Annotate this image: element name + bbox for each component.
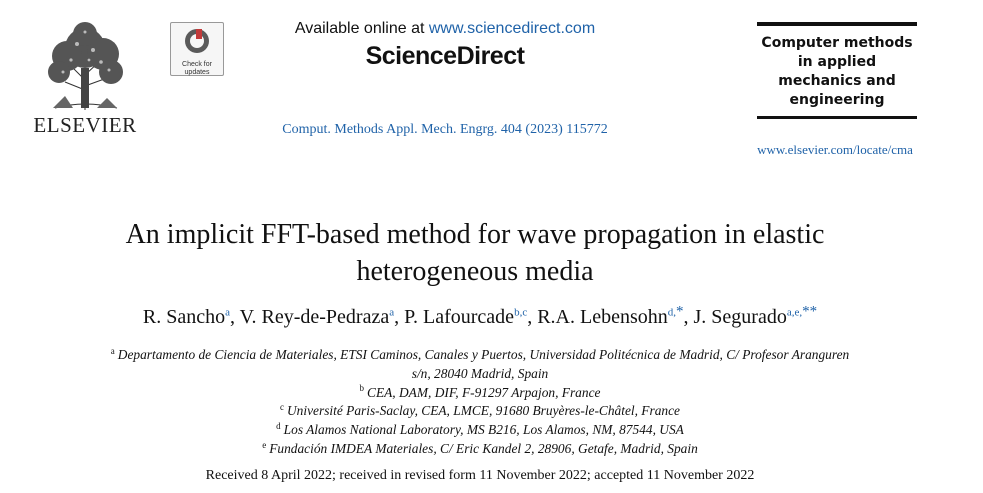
- affiliation-item: b CEA, DAM, DIF, F-91297 Arpajon, France: [40, 384, 920, 403]
- affiliation-marker[interactable]: a: [389, 306, 395, 319]
- sciencedirect-wordmark: ScienceDirect: [365, 42, 525, 70]
- publisher-name: ELSEVIER: [33, 113, 137, 137]
- affiliation-item: e Fundación IMDEA Materiales, C/ Eric Kan…: [40, 440, 920, 459]
- corresponding-author-marker[interactable]: **: [802, 303, 818, 320]
- journal-title-line: Computer methods: [761, 35, 913, 51]
- journal-title-line: mechanics and: [778, 73, 896, 89]
- author-separator: ,: [230, 306, 240, 328]
- article-title-line-2: heterogeneous media: [356, 256, 594, 287]
- affiliation-text: Los Alamos National Laboratory, MS B216,…: [283, 422, 684, 438]
- affiliation-label: e: [262, 439, 267, 450]
- check-for-updates-button[interactable]: Check for updates: [170, 22, 224, 76]
- affiliation-item: c Université Paris-Saclay, CEA, LMCE, 916…: [40, 402, 920, 421]
- journal-citation[interactable]: Comput. Methods Appl. Mech. Engrg. 404 (…: [282, 122, 608, 137]
- affiliation-text: Departamento de Ciencia de Materiales, E…: [117, 347, 850, 362]
- available-online: Available online at www.sciencedirect.co…: [250, 20, 640, 38]
- affiliation-item: d Los Alamos National Laboratory, MS B216…: [40, 421, 920, 440]
- affiliation-marker[interactable]: d,: [667, 306, 676, 319]
- affiliation-marker[interactable]: a: [225, 306, 230, 319]
- affiliation-item-continued: s/n, 28040 Madrid, Spain: [411, 365, 549, 381]
- author-name[interactable]: R. Sancho: [142, 306, 226, 328]
- affiliation-label: a: [110, 345, 115, 356]
- author-list: R. Sanchoa, V. Rey-de-Pedrazaa, P. Lafou…: [20, 303, 940, 329]
- affiliation-list: a Departamento de Ciencia de Materiales, …: [40, 346, 920, 459]
- author-separator: ,: [394, 306, 405, 328]
- affiliation-marker[interactable]: b,c: [514, 306, 528, 319]
- affiliation-label: d: [276, 420, 281, 431]
- journal-title-line: in applied: [797, 54, 877, 70]
- affiliation-marker[interactable]: a,e,: [786, 306, 803, 319]
- article-history: Received 8 April 2022; received in revis…: [205, 468, 755, 483]
- affiliation-item: a Departamento de Ciencia de Materiales, …: [40, 346, 920, 365]
- author-name[interactable]: J. Segurado: [693, 306, 787, 328]
- affiliation-text: CEA, DAM, DIF, F-91297 Arpajon, France: [367, 384, 601, 400]
- check-updates-icon: [185, 29, 209, 53]
- sciencedirect-link[interactable]: www.sciencedirect.com: [428, 20, 596, 37]
- journal-title-box: Computer methods in applied mechanics an…: [757, 22, 917, 119]
- affiliation-text: Université Paris-Saclay, CEA, LMCE, 9168…: [287, 403, 680, 419]
- author-name[interactable]: P. Lafourcade: [404, 306, 515, 328]
- author-separator: ,: [527, 306, 538, 328]
- elsevier-logo: ELSEVIER: [30, 20, 140, 138]
- affiliation-label: b: [359, 383, 365, 394]
- journal-box-bottom-rule: [757, 116, 917, 119]
- journal-title: Computer methods in applied mechanics an…: [757, 26, 917, 116]
- affiliation-label: c: [280, 401, 285, 412]
- available-online-prefix: Available online at: [294, 20, 425, 37]
- journal-title-line: engineering: [789, 92, 885, 108]
- affiliation-text: Fundación IMDEA Materiales, C/ Eric Kand…: [269, 440, 698, 456]
- journal-url-link[interactable]: www.elsevier.com/locate/cma: [757, 142, 913, 157]
- article-title-line-1: An implicit FFT-based method for wave pr…: [125, 219, 825, 250]
- author-name[interactable]: R.A. Lebensohn: [537, 306, 668, 328]
- journal-box-top-rule: [757, 22, 917, 26]
- check-updates-label: Check for updates: [182, 61, 212, 76]
- elsevier-tree-icon: [48, 22, 123, 110]
- corresponding-author-marker[interactable]: *: [676, 303, 684, 320]
- author-name[interactable]: V. Rey-de-Pedraza: [239, 306, 390, 328]
- author-separator: ,: [683, 306, 694, 328]
- article-title: An implicit FFT-based method for wave pr…: [40, 216, 910, 290]
